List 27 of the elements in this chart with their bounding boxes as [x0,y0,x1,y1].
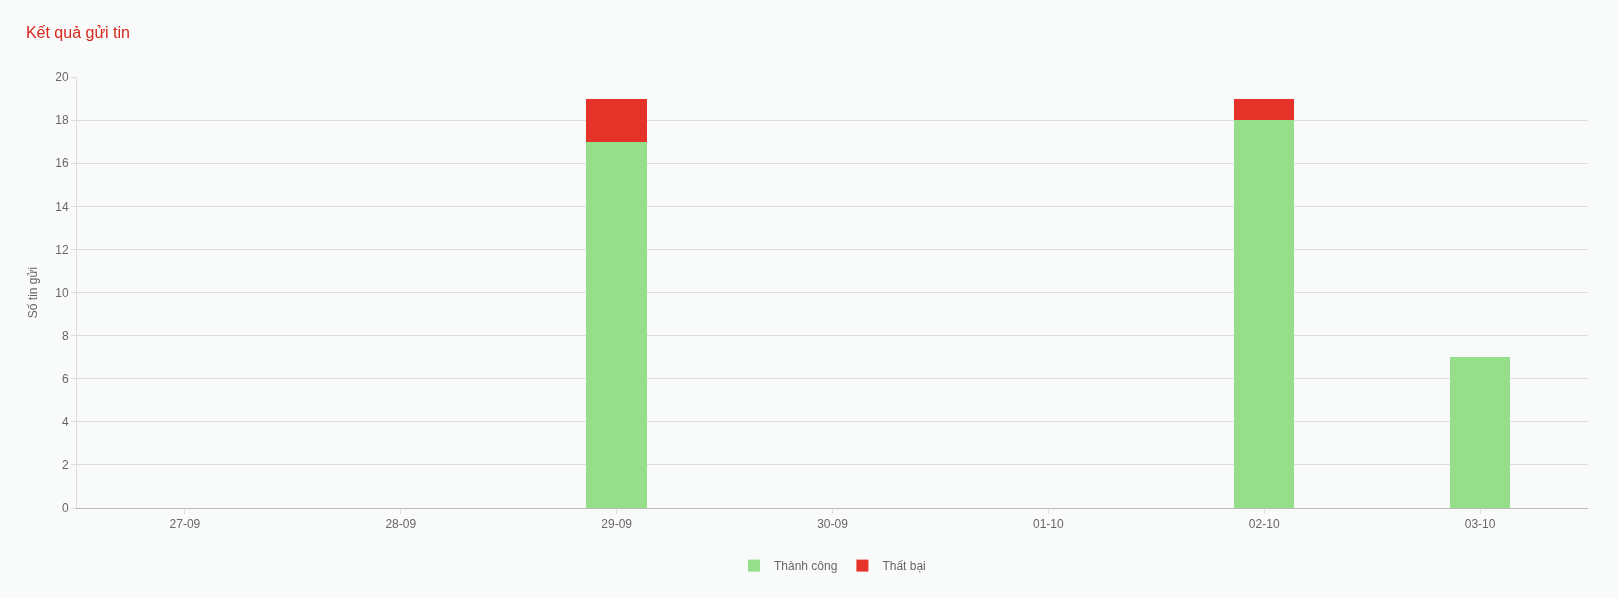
y-axis-title: Số tin gửi [25,266,40,319]
x-tick-label: 01-10 [1033,517,1065,532]
y-tick-label: 20 [55,70,69,85]
y-tick-label: 2 [61,458,69,473]
x-tick-label: 28-09 [385,517,417,532]
y-tick-label: 14 [55,199,69,214]
y-tick-label: 12 [55,242,69,257]
bar [1233,98,1295,121]
y-tick-label: 16 [55,156,69,171]
x-tick-label: 02-10 [1248,517,1280,532]
bar [586,141,647,508]
legend-label: Thất bại [882,559,926,574]
y-tick-label: 0 [61,501,69,516]
y-tick-label: 8 [61,328,69,343]
chart-title: Kết quả gửi tin [25,24,130,42]
x-tick-label: 30-09 [817,517,849,532]
bar [1233,120,1295,508]
legend-label: Thành công [774,559,838,574]
x-tick-label: 29-09 [601,517,633,532]
bar [586,98,647,142]
y-tick-label: 4 [61,415,69,429]
x-tick-label: 03-10 [1464,517,1496,532]
y-tick-label: 18 [55,113,69,128]
y-tick-label: 10 [55,285,69,300]
y-tick-label: 6 [61,371,69,386]
x-tick-label: 27-09 [169,517,201,532]
bar [1449,357,1511,508]
